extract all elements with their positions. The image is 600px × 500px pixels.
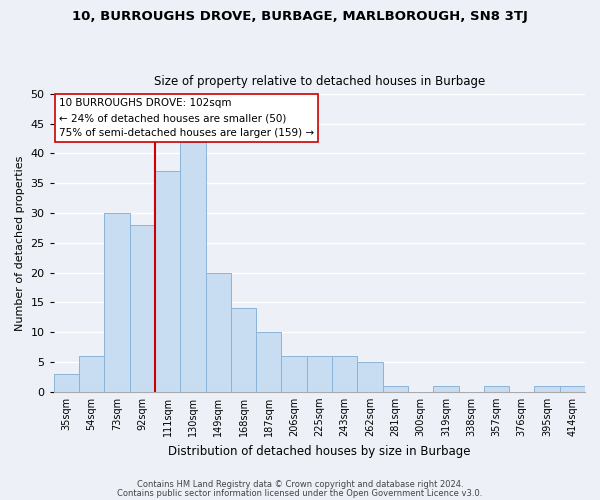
Bar — [358, 362, 383, 392]
X-axis label: Distribution of detached houses by size in Burbage: Distribution of detached houses by size … — [168, 444, 470, 458]
Bar — [484, 386, 509, 392]
Bar — [231, 308, 256, 392]
Bar — [281, 356, 307, 392]
Bar — [130, 225, 155, 392]
Text: 10 BURROUGHS DROVE: 102sqm
← 24% of detached houses are smaller (50)
75% of semi: 10 BURROUGHS DROVE: 102sqm ← 24% of deta… — [59, 98, 314, 138]
Bar — [560, 386, 585, 392]
Bar — [383, 386, 408, 392]
Bar — [256, 332, 281, 392]
Bar — [54, 374, 79, 392]
Bar — [535, 386, 560, 392]
Bar — [332, 356, 358, 392]
Bar — [307, 356, 332, 392]
Text: 10, BURROUGHS DROVE, BURBAGE, MARLBOROUGH, SN8 3TJ: 10, BURROUGHS DROVE, BURBAGE, MARLBOROUG… — [72, 10, 528, 23]
Bar — [206, 272, 231, 392]
Bar — [155, 172, 180, 392]
Text: Contains HM Land Registry data © Crown copyright and database right 2024.: Contains HM Land Registry data © Crown c… — [137, 480, 463, 489]
Bar — [79, 356, 104, 392]
Bar — [180, 142, 206, 392]
Bar — [104, 213, 130, 392]
Title: Size of property relative to detached houses in Burbage: Size of property relative to detached ho… — [154, 76, 485, 88]
Bar — [433, 386, 458, 392]
Text: Contains public sector information licensed under the Open Government Licence v3: Contains public sector information licen… — [118, 488, 482, 498]
Y-axis label: Number of detached properties: Number of detached properties — [15, 155, 25, 330]
